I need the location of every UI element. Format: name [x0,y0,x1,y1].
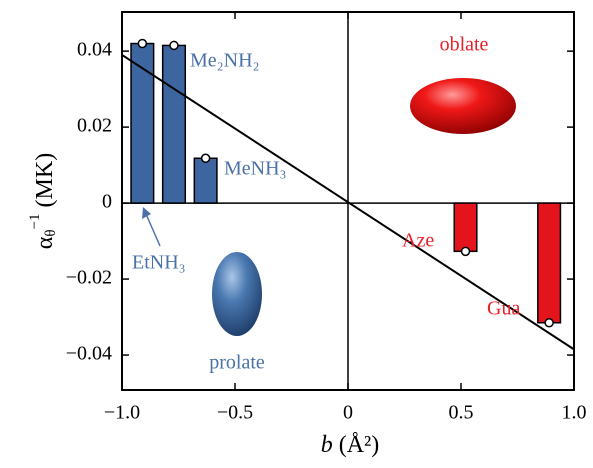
x-tick-label: 0.5 [449,402,474,424]
y-axis-label: αθ−1 (MK) [27,153,59,249]
bar-marker [202,154,210,162]
arrow [146,214,160,246]
x-axis-label: b (Å²) [321,432,380,458]
bar-marker [545,319,553,327]
annotation: prolate [209,352,265,374]
y-tick-label: 0 [102,191,112,213]
y-label-unit: (MK) [32,153,58,208]
bar [454,203,477,251]
bar [163,45,186,203]
annotation: Gua [487,298,520,320]
annotation: Aze [402,230,434,252]
prolate-shape [212,252,262,336]
annotation: oblate [440,34,489,56]
bar [194,158,217,203]
y-label-symbol: α [32,236,58,249]
oblate-shape [410,78,516,134]
bar-marker [462,247,470,255]
x-tick-label: 0 [343,402,353,424]
arrow-head [142,207,151,219]
x-tick-label: −1.0 [104,402,140,424]
y-label-sub: θ [43,229,59,236]
x-tick-label: −0.5 [217,402,253,424]
x-label-symbol: b [321,432,333,458]
bar-marker [170,41,178,49]
annotation: Me₂NH₂ [190,50,260,72]
y-tick-label: −0.02 [66,267,112,289]
annotation: EtNH₃ [132,252,186,274]
chart: −1.0 −0.5 0 0.5 1.0 −0.04 −0.02 0 0.02 0.04 Me₂NH… [0,0,593,468]
bar [538,203,561,323]
annotation: MeNH₃ [224,158,287,180]
y-tick-label: 0.04 [77,39,112,61]
y-tick-label: 0.02 [77,115,112,137]
x-tick-label: 1.0 [562,402,587,424]
y-tick-label: −0.04 [66,343,112,365]
bar-marker [138,40,146,48]
x-label-unit: (Å²) [339,432,380,458]
y-label-sup: −1 [27,213,43,229]
